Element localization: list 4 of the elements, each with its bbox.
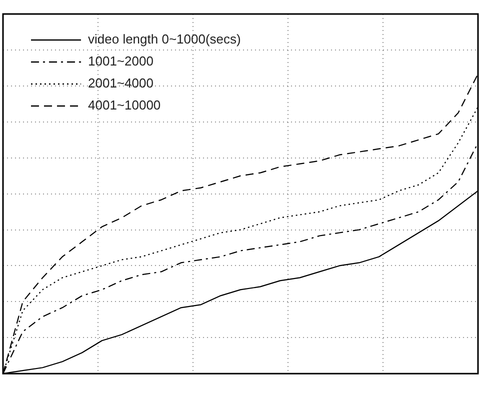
legend-label: 4001~10000 xyxy=(88,98,161,113)
legend-label: 2001~4000 xyxy=(88,76,154,91)
legend-label: 1001~2000 xyxy=(88,54,154,69)
legend-label: video length 0~1000(secs) xyxy=(88,32,241,47)
